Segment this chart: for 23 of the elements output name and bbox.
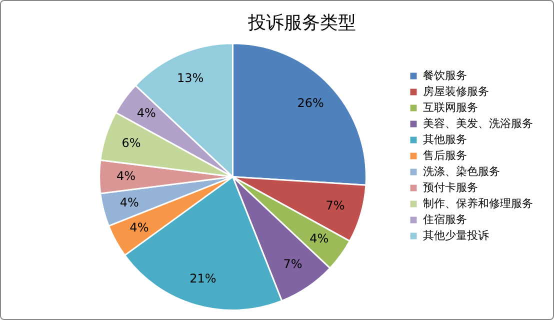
data-label: 13% (177, 70, 204, 85)
legend-label: 售后服务 (423, 148, 467, 162)
legend-label: 美容、美发、洗浴服务 (423, 116, 533, 130)
legend-label: 预付卡服务 (423, 180, 478, 194)
data-label: 7% (283, 257, 302, 272)
data-label: 4% (120, 195, 139, 210)
legend-label: 其他服务 (423, 132, 467, 146)
data-label: 6% (122, 136, 141, 150)
data-label: 21% (190, 271, 216, 286)
legend-label: 洗涤、染色服务 (423, 164, 500, 178)
legend-label: 其他少量投诉 (423, 228, 489, 242)
data-label: 4% (116, 168, 136, 183)
data-label: 4% (136, 106, 156, 120)
legend-label: 房屋装修服务 (423, 84, 489, 98)
legend-label: 住宿服务 (423, 212, 467, 226)
data-label: 26% (297, 96, 324, 110)
data-label: 4% (310, 232, 329, 246)
chart-title: 投诉服务类型 (247, 12, 356, 34)
legend-label: 制作、保养和修理服务 (423, 196, 533, 210)
data-label: 4% (130, 220, 149, 234)
data-label: 7% (326, 198, 345, 213)
legend-label: 餐饮服务 (423, 68, 467, 82)
legend-label: 互联网服务 (423, 100, 478, 114)
